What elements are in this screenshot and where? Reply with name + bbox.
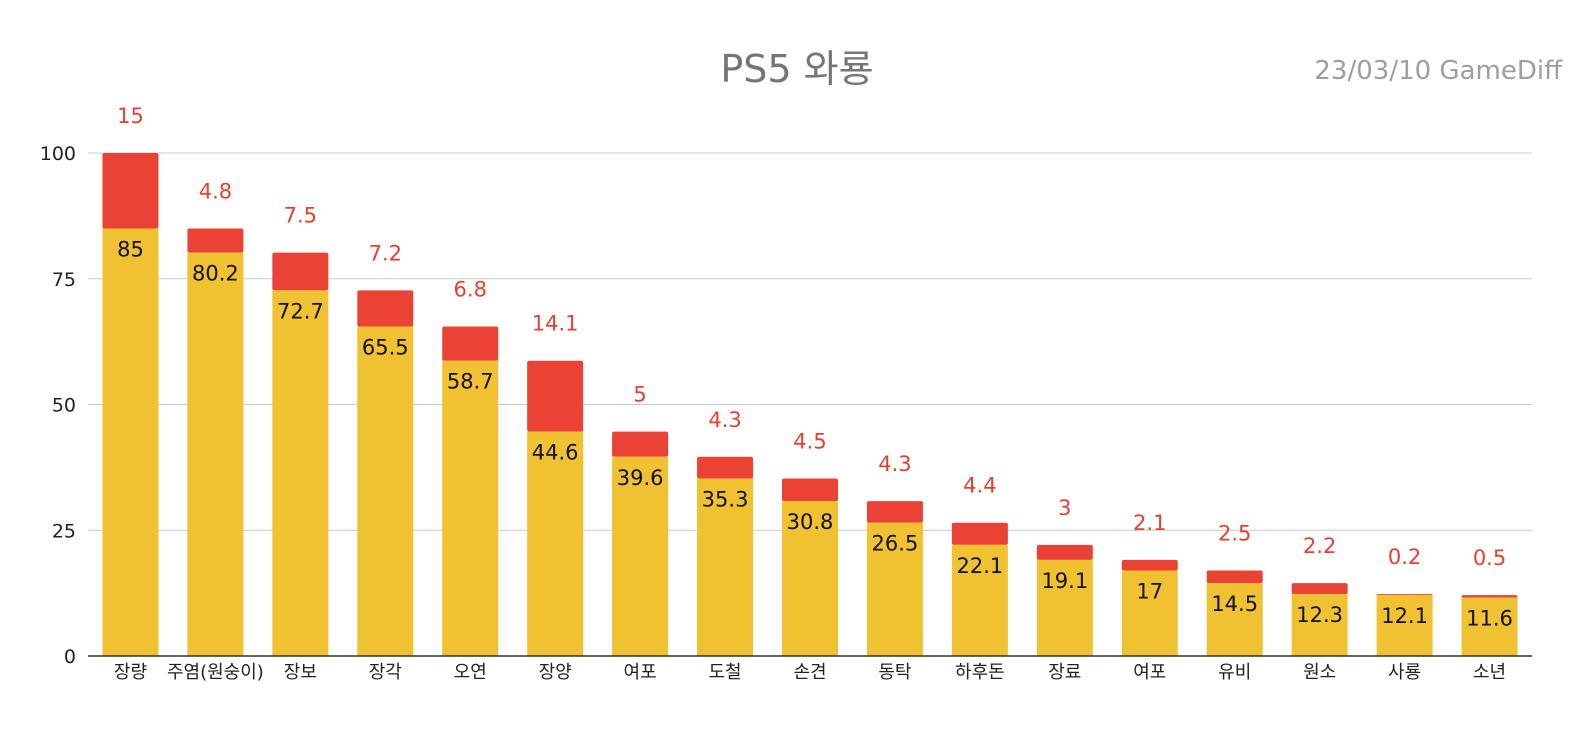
data-label-base: 22.1 [956, 554, 1003, 578]
x-tick-label: 하후돈 [955, 662, 1005, 683]
data-label-base: 80.2 [192, 262, 239, 286]
data-label-top: 14.1 [532, 312, 579, 336]
data-label-base: 12.3 [1296, 603, 1343, 627]
data-label-top: 4.3 [878, 452, 911, 476]
data-label-base: 26.5 [872, 532, 919, 556]
bar-segment-base [866, 522, 923, 656]
data-label-top: 7.2 [369, 241, 402, 265]
data-label-top: 2.5 [1218, 521, 1251, 545]
bar-segment-top [187, 228, 244, 253]
x-tick-label: 장보 [284, 662, 317, 683]
data-label-base: 19.1 [1041, 569, 1088, 593]
y-tick-label: 100 [40, 143, 76, 165]
bar-segment-top [1291, 583, 1348, 595]
bar-segment-top [357, 290, 414, 327]
bar-segment-top [442, 326, 499, 361]
x-tick-label: 오연 [454, 662, 487, 683]
data-label-top: 2.2 [1303, 534, 1336, 558]
data-label-top: 5 [633, 383, 646, 407]
bar-segment-top [527, 360, 584, 432]
bar-segment-base [357, 326, 414, 656]
data-label-top: 4.8 [199, 179, 232, 203]
bar-segment-base [697, 478, 754, 656]
data-label-top: 4.4 [963, 474, 996, 498]
bar-segment-top [951, 522, 1008, 545]
y-tick-label: 25 [52, 520, 76, 542]
data-label-base: 85 [117, 237, 144, 261]
data-label-top: 4.5 [793, 429, 826, 453]
chart-subtitle: 23/03/10 GameDiff [1314, 56, 1562, 86]
x-tick-label: 주염(원숭이) [167, 662, 264, 683]
bar-segment-base [612, 456, 669, 656]
data-label-base: 11.6 [1466, 607, 1513, 631]
bar-segment-base [782, 501, 838, 656]
x-tick-label: 원소 [1303, 662, 1336, 683]
data-label-top: 7.5 [284, 204, 317, 228]
data-label-top: 15 [117, 104, 144, 128]
y-tick-label: 75 [52, 269, 76, 291]
data-label-base: 58.7 [447, 370, 494, 394]
x-tick-label: 손견 [793, 662, 826, 683]
data-label-top: 6.8 [454, 278, 487, 302]
bar-segment-top [102, 153, 159, 229]
data-label-top: 3 [1058, 496, 1071, 520]
bar-segment-base [1291, 594, 1348, 656]
bar-segment-base [1461, 597, 1518, 656]
data-label-base: 17 [1136, 579, 1163, 603]
data-label-base: 12.1 [1381, 604, 1428, 628]
bar-segment-base [1036, 559, 1093, 656]
data-label-base: 30.8 [787, 510, 834, 534]
bar-segment-base [1206, 583, 1263, 656]
x-tick-label: 장각 [369, 662, 402, 683]
x-tick-label: 사룡 [1388, 662, 1421, 683]
data-label-base: 14.5 [1211, 592, 1258, 616]
x-tick-label: 여포 [1133, 662, 1166, 683]
bar-segment-base [442, 360, 499, 656]
x-tick-label: 도철 [708, 662, 741, 683]
bar-segment-base [272, 290, 329, 656]
data-label-top: 4.3 [708, 408, 741, 432]
y-tick-label: 0 [64, 646, 76, 668]
x-tick-label: 유비 [1218, 662, 1251, 683]
data-label-top: 0.2 [1388, 545, 1421, 569]
bar-segment-top [1121, 559, 1178, 571]
y-tick-label: 50 [52, 395, 76, 417]
data-label-base: 39.6 [617, 466, 664, 490]
data-label-top: 2.1 [1133, 511, 1166, 535]
data-label-base: 65.5 [362, 336, 409, 360]
bar-segment-base [187, 252, 244, 656]
bar-segment-top [782, 478, 838, 502]
data-label-top: 0.5 [1473, 546, 1506, 570]
bar-segment-top [1036, 544, 1093, 560]
bar-segment-top [1376, 594, 1433, 596]
bar-segment-top [1461, 595, 1518, 598]
bar-segment-base [527, 431, 584, 656]
bar-segment-top [697, 456, 754, 479]
bar-segment-top [866, 501, 923, 523]
bar-segment-base [951, 544, 1008, 656]
bar-segment-top [612, 431, 669, 457]
bar-segment-base [1376, 595, 1433, 656]
x-tick-label: 장료 [1048, 662, 1081, 683]
bar-segment-top [272, 252, 329, 291]
data-label-base: 35.3 [702, 487, 749, 511]
x-tick-label: 소년 [1473, 662, 1506, 683]
x-tick-label: 장양 [539, 662, 572, 683]
data-label-base: 44.6 [532, 441, 579, 465]
data-label-base: 72.7 [277, 299, 324, 323]
bar-segment-base [102, 228, 159, 656]
chart-title: PS5 와룡 [720, 47, 874, 91]
x-tick-label: 동탁 [878, 662, 911, 683]
x-tick-label: 장량 [114, 662, 147, 683]
bar-segment-base [1121, 570, 1178, 656]
x-tick-label: 여포 [624, 662, 657, 683]
bar-segment-top [1206, 570, 1263, 584]
